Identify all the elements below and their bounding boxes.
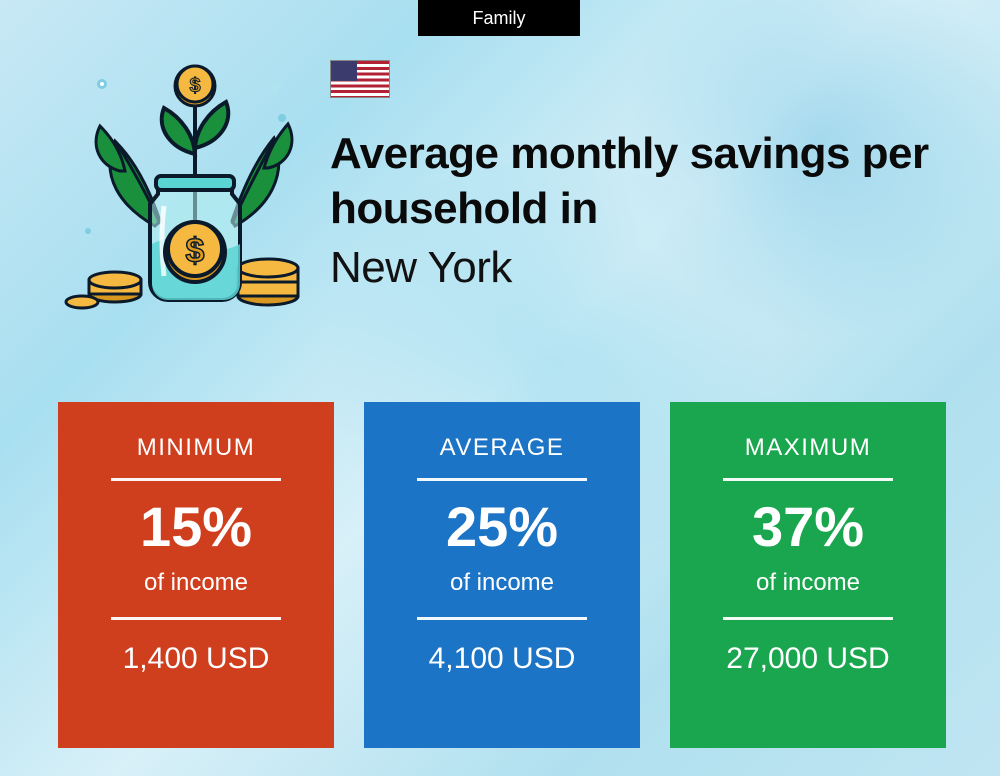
card-amount: 1,400 USD [123,642,270,676]
card-percent: 25% [446,499,558,555]
card-subtext: of income [756,569,860,597]
card-minimum: MINIMUM 15% of income 1,400 USD [58,402,334,748]
hero-section: $ [60,56,940,316]
card-percent: 15% [140,499,252,555]
divider [723,478,893,481]
category-label: Family [473,8,526,29]
title-location: New York [330,240,940,295]
card-average: AVERAGE 25% of income 4,100 USD [364,402,640,748]
card-label: MAXIMUM [745,434,872,462]
page-title: Average monthly savings per household in… [330,126,940,295]
savings-jar-plant-icon: $ [60,56,310,316]
savings-illustration: $ [60,56,310,316]
card-subtext: of income [144,569,248,597]
svg-text:$: $ [186,232,205,270]
card-amount: 27,000 USD [726,642,889,676]
card-subtext: of income [450,569,554,597]
category-tab: Family [418,0,580,36]
divider [417,478,587,481]
card-maximum: MAXIMUM 37% of income 27,000 USD [670,402,946,748]
svg-text:$: $ [189,75,200,97]
divider [417,617,587,620]
stat-cards: MINIMUM 15% of income 1,400 USD AVERAGE … [58,402,946,748]
card-label: MINIMUM [137,434,255,462]
divider [111,478,281,481]
card-label: AVERAGE [440,434,565,462]
card-amount: 4,100 USD [429,642,576,676]
title-block: Average monthly savings per household in… [330,60,940,295]
divider [111,617,281,620]
title-bold: Average monthly savings per household in [330,129,929,233]
usa-flag-icon [330,60,390,98]
card-percent: 37% [752,499,864,555]
divider [723,617,893,620]
